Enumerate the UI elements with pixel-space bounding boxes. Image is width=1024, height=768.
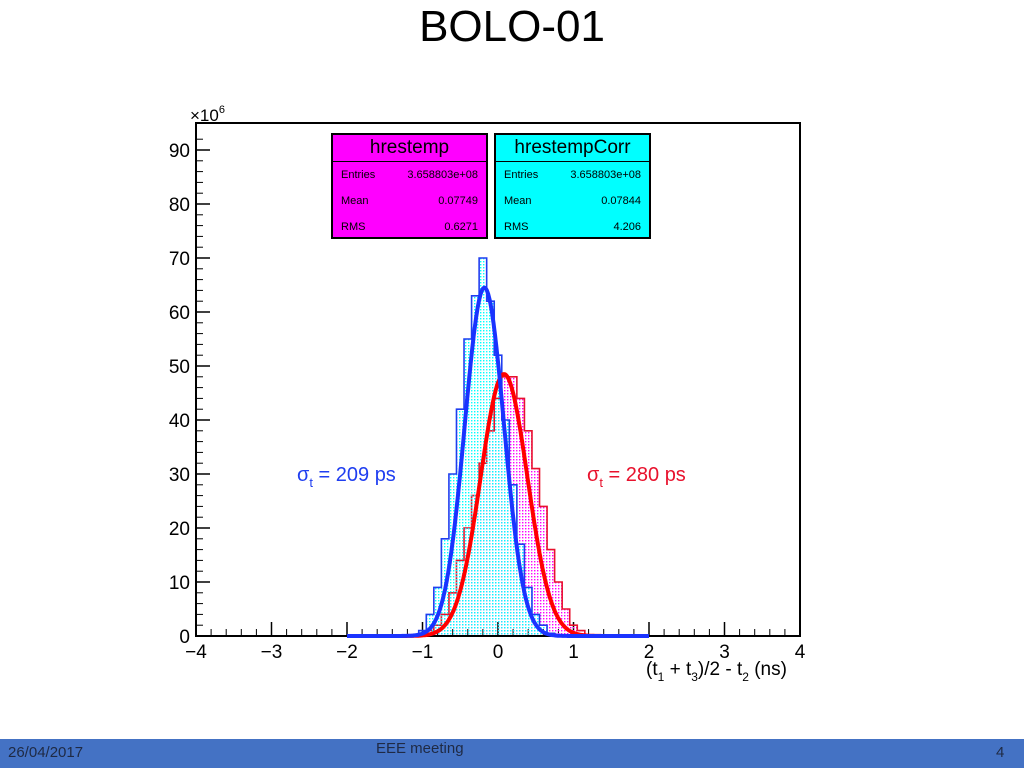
stat-row-rms: RMS 0.6271 [333, 214, 486, 240]
histogram-plot: 0 10 20 30 40 50 60 70 80 90 −4 −3 −2 −1 0 1 2 3 4 ×106 (t1 … [169, 104, 806, 684]
stat-label: Mean [504, 195, 532, 207]
stat-label: RMS [504, 221, 529, 233]
histogram-bin [456, 409, 465, 636]
x-tick-label: 4 [795, 642, 806, 663]
y-tick-label: 40 [169, 411, 190, 432]
y-tick-label: 20 [169, 519, 190, 540]
stat-value: 4.206 [613, 221, 641, 233]
histogram-bin [509, 484, 517, 636]
stat-row-entries: Entries 3.658803e+08 [333, 162, 486, 188]
y-tick-label: 0 [179, 627, 190, 648]
histogram-bin [516, 544, 525, 636]
x-tick-label: 1 [568, 642, 579, 663]
stat-row-entries: Entries 3.658803e+08 [496, 162, 649, 188]
sigma-blue-annotation: σt = 209 ps [297, 464, 396, 490]
histogram-bin [501, 420, 510, 636]
histogram-bin [547, 549, 555, 636]
y-tick-label: 10 [169, 573, 190, 594]
stat-box-hrestempcorr: hrestempCorr Entries 3.658803e+08 Mean 0… [494, 133, 651, 239]
sigma-red-annotation: σt = 280 ps [587, 464, 686, 490]
histogram-bin [486, 301, 495, 636]
x-tick-label: −1 [412, 642, 434, 663]
y-tick-label: 60 [169, 303, 190, 324]
histogram-bin [464, 339, 472, 636]
histogram-bin [494, 355, 502, 636]
footer-date: 26/04/2017 [8, 744, 84, 761]
x-tick-label: −4 [185, 642, 207, 663]
y-tick-label: 50 [169, 357, 190, 378]
stat-label: RMS [341, 221, 366, 233]
stat-value: 0.07844 [601, 195, 641, 207]
histogram-bin [569, 625, 578, 636]
stat-box-title: hrestempCorr [496, 135, 649, 162]
histogram-bin [426, 614, 434, 636]
histogram-outline [417, 257, 556, 636]
stat-value: 3.658803e+08 [570, 169, 641, 181]
stat-box-title: hrestemp [333, 135, 486, 162]
x-tick-label: 3 [719, 642, 730, 663]
histogram-bin [562, 609, 570, 636]
stat-row-rms: RMS 4.206 [496, 214, 649, 240]
histogram-bin [471, 295, 480, 636]
footer-center-text: EEE meeting [376, 740, 464, 757]
x-axis-label: (t1 + t3)/2 - t2 (ns) [646, 659, 787, 684]
stat-label: Entries [504, 169, 539, 181]
histogram-bin [554, 582, 563, 636]
stat-value: 0.6271 [444, 221, 478, 233]
y-tick-label: 80 [169, 195, 190, 216]
stat-row-mean: Mean 0.07749 [333, 188, 486, 214]
stat-box-hrestemp: hrestemp Entries 3.658803e+08 Mean 0.077… [331, 133, 488, 239]
stat-row-mean: Mean 0.07844 [496, 188, 649, 214]
x-tick-label: −3 [261, 642, 283, 663]
histogram-bin [479, 258, 487, 636]
fit-curve [347, 285, 649, 638]
slide-title: BOLO-01 [419, 2, 605, 51]
footer-bar [0, 739, 1024, 768]
y-tick-label: 90 [169, 141, 190, 162]
x-tick-label: 0 [493, 642, 504, 663]
histogram-bin [524, 430, 532, 636]
stat-value: 3.658803e+08 [407, 169, 478, 181]
stat-label: Mean [341, 195, 369, 207]
stat-label: Entries [341, 169, 376, 181]
stat-value: 0.07749 [438, 195, 478, 207]
y-tick-label: 70 [169, 249, 190, 270]
y-tick-label: 30 [169, 465, 190, 486]
y-multiplier-label: ×106 [190, 104, 225, 125]
x-tick-label: 2 [644, 642, 655, 663]
x-tick-label: −2 [336, 642, 358, 663]
histogram-bin [516, 398, 525, 636]
histogram-bin [531, 468, 540, 636]
page-number: 4 [996, 744, 1005, 761]
